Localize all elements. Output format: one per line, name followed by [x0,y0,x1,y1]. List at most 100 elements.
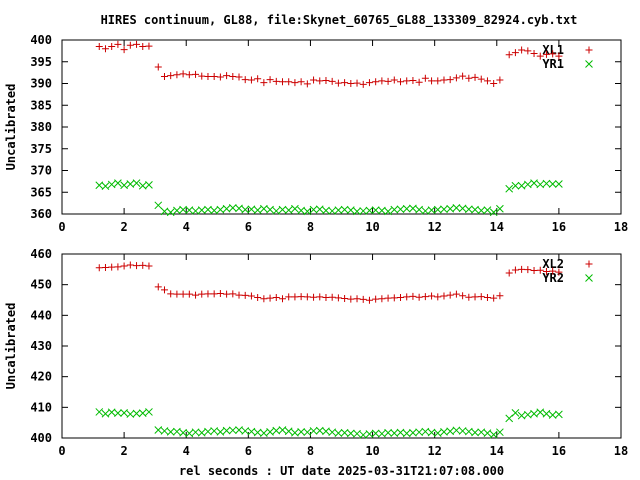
data-point [278,205,287,214]
data-point [160,427,169,435]
data-point [154,201,163,210]
data-point [511,266,519,274]
data-point [285,293,293,301]
data-point [126,41,134,49]
x-tick-label: 2 [120,444,127,458]
data-point [166,428,175,436]
data-point [241,427,250,435]
data-point [421,207,430,215]
data-point [167,72,175,80]
x-tick-label: 6 [245,444,252,458]
data-point [291,204,299,213]
data-point [390,429,399,437]
data-point [452,426,461,435]
data-point [378,295,386,303]
data-point [446,291,454,299]
data-point [241,76,249,84]
data-point [384,294,392,302]
data-point [347,80,355,87]
y-tick-label: 420 [30,370,52,384]
y-tick-label: 400 [30,431,52,445]
x-tick-label: 10 [365,444,379,458]
data-point [173,71,181,79]
data-point [496,204,504,213]
data-point [555,268,563,276]
data-point [505,184,514,193]
x-tick-label: 16 [552,444,566,458]
data-point [101,182,110,191]
data-point [210,73,218,81]
x-tick-label: 2 [120,220,127,234]
data-point [133,40,141,48]
data-point [191,428,200,437]
data-point [490,80,498,87]
top-plot: 0 2 4 6 8 10 12 14 16 18 360 365 370 375 380 385 390 395 4… [4,33,628,234]
data-point [384,428,392,437]
data-point [101,409,110,418]
legend-marker [585,60,593,68]
data-point [483,294,491,302]
data-point [536,52,544,60]
data-point [95,264,103,272]
data-point [179,428,187,437]
data-point [548,180,557,188]
data-point [173,290,181,298]
data-point [138,409,147,418]
data-point [517,181,526,190]
data-point [303,207,312,216]
data-point [107,408,116,417]
data-point [210,290,218,298]
data-point [524,47,532,55]
data-point [446,76,454,84]
data-point [204,205,212,214]
data-point [291,428,299,437]
data-point [346,429,355,438]
data-point [428,77,436,85]
data-point [347,295,355,303]
x-tick-label: 6 [245,220,252,234]
data-point [322,76,330,84]
data-point [452,74,460,82]
data-point [266,428,274,436]
data-point [322,427,330,436]
data-point [365,206,374,215]
data-point [272,77,280,85]
data-point [260,79,268,87]
data-point [260,295,268,303]
data-point [334,206,343,214]
data-point [390,294,398,302]
data-point [415,293,423,301]
legend-label: XL2 [542,257,564,271]
data-point [138,181,147,190]
data-point [241,291,249,299]
data-point [428,292,436,300]
data-point [95,43,103,51]
data-point [530,49,538,57]
data-point [101,263,109,271]
data-point [303,80,311,88]
data-point [415,205,423,214]
data-point [365,430,374,438]
data-point [253,428,262,437]
data-point [139,261,147,269]
data-point [511,408,520,417]
x-tick-label: 8 [307,444,314,458]
data-point [365,296,373,304]
data-point [353,207,361,216]
data-point [154,426,163,434]
x-tick-label: 4 [183,220,190,234]
data-point [403,293,411,301]
y-tick-label: 365 [30,185,52,199]
x-tick-label: 12 [427,444,441,458]
data-point [120,181,128,190]
data-point [260,204,268,213]
data-point [247,205,256,214]
data-point [446,427,455,436]
data-point [340,428,349,437]
data-point [371,206,380,214]
data-point [518,265,526,273]
data-point [154,283,162,291]
data-point [397,294,405,302]
data-point [154,63,162,71]
data-point [372,78,380,86]
